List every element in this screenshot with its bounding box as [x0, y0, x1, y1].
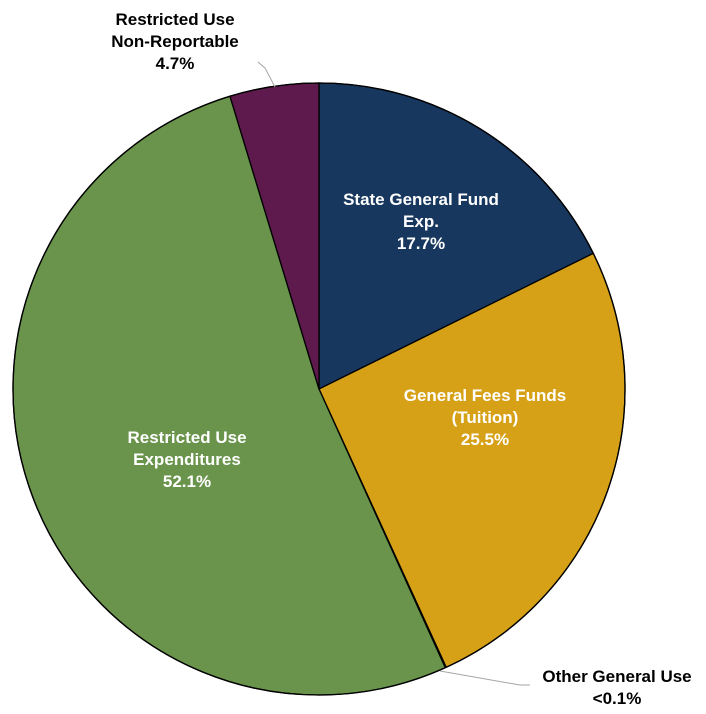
slice-name-line: (Tuition): [452, 408, 519, 427]
slice-name-line: Restricted Use: [115, 10, 234, 29]
slice-name-line: Exp.: [403, 212, 439, 231]
pie-outline: [12, 82, 626, 696]
slice-label-state-general-fund-exp: State General Fund Exp. 17.7%: [343, 190, 499, 253]
slice-name-line: Other General Use: [542, 667, 691, 686]
slice-percent-label: 4.7%: [156, 54, 195, 73]
slice-name-line: Non-Reportable: [111, 32, 239, 51]
leader-line-restricted-use-non-reportable: [257, 61, 276, 88]
slice-name-line: Expenditures: [133, 450, 241, 469]
leader-line-other-general-use: [439, 670, 530, 686]
slice-label-restricted-use-non-reportable: Restricted Use Non-Reportable 4.7%: [111, 10, 239, 73]
slice-labels: State General Fund Exp. 17.7% General Fees …: [111, 10, 691, 708]
slice-percent-label: 25.5%: [461, 430, 509, 449]
slice-name-line: General Fees Funds: [404, 386, 567, 405]
slice-label-general-fees-funds-tuition: General Fees Funds (Tuition) 25.5%: [404, 386, 567, 449]
slice-label-restricted-use-expenditures: Restricted Use Expenditures 52.1%: [127, 428, 246, 491]
slice-percent-label: 52.1%: [163, 472, 211, 491]
slice-name-line: State General Fund: [343, 190, 499, 209]
pie-slices: [12, 82, 626, 696]
slice-percent-label: 17.7%: [397, 234, 445, 253]
slice-name-line: Restricted Use: [127, 428, 246, 447]
slice-percent-label: <0.1%: [593, 689, 642, 708]
leader-lines: [257, 61, 530, 686]
slice-label-other-general-use: Other General Use <0.1%: [542, 667, 691, 708]
